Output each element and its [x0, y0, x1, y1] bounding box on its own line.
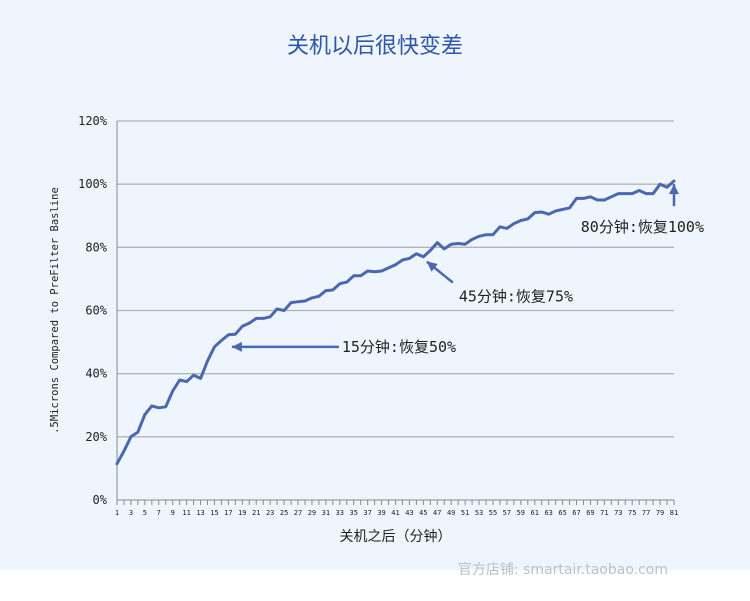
x-tick-label: 73	[614, 509, 622, 517]
y-tick-label: 80%	[85, 240, 107, 254]
series-layer	[115, 179, 676, 466]
annotation-label: 80分钟:恢复100%	[581, 218, 704, 236]
x-tick-label: 55	[489, 509, 497, 517]
annotation-arrowhead	[231, 341, 242, 352]
x-tick-label: 1	[115, 509, 119, 517]
y-tick-label: 40%	[85, 367, 107, 381]
x-tick-label: 65	[558, 509, 566, 517]
chart-panel: 关机以后很快变差 0% 20% 40% 60% 80% 100% 120% 1 3 5 7 9 11 13…	[0, 0, 750, 570]
store-watermark: 官方店铺: smartair.taobao.com	[457, 562, 668, 578]
x-tick-label: 27	[294, 509, 302, 517]
x-tick-label: 21	[252, 509, 260, 517]
x-tick-label: 45	[419, 509, 427, 517]
x-tick-label: 29	[308, 509, 316, 517]
annotation-layer: 15分钟:恢复50% 45分钟:恢复75% 80分钟:恢复100%	[231, 184, 704, 356]
x-tick-label: 57	[503, 509, 511, 517]
grid-layer	[117, 120, 674, 438]
x-tick-label: 5	[143, 509, 147, 517]
x-tick-label: 77	[642, 509, 650, 517]
annotation-label: 15分钟:恢复50%	[342, 338, 456, 356]
y-tick-label: 120%	[78, 114, 108, 128]
x-tick-label: 11	[182, 509, 190, 517]
x-tick-label: 35	[350, 509, 358, 517]
x-tick-label: 19	[238, 509, 246, 517]
y-axis-title: .5Microns Compared to PreFilter Basline	[49, 187, 61, 434]
x-tick-label: 15	[210, 509, 218, 517]
x-tick-label: 63	[544, 509, 552, 517]
x-tick-label: 61	[531, 509, 539, 517]
y-tick-label: 60%	[85, 304, 107, 318]
x-tick-label: 43	[405, 509, 413, 517]
annotation-arrowhead	[669, 184, 679, 195]
x-tick-label: 67	[572, 509, 580, 517]
line-chart: 0%20%40%60%80%100%120%1 3 5 7 9 11 13 15 17 19 21 2…	[49, 114, 704, 545]
x-tick-label: 37	[363, 509, 371, 517]
x-tick-label: 53	[475, 509, 483, 517]
y-tick-label: 0%	[93, 493, 108, 507]
x-tick-label: 69	[586, 509, 594, 517]
annotation-label: 45分钟:恢复75%	[459, 288, 573, 306]
axis-layer: 0%20%40%60%80%100%120%1 3 5 7 9 11 13 15 17 19 21 2…	[49, 114, 678, 545]
x-tick-label: 41	[391, 509, 399, 517]
x-tick-label: 51	[461, 509, 469, 517]
x-tick-label: 49	[447, 509, 455, 517]
y-tick-label: 20%	[85, 430, 107, 444]
x-tick-label: 79	[656, 509, 664, 517]
x-tick-label: 39	[377, 509, 385, 517]
y-tick-label: 100%	[78, 177, 108, 191]
x-tick-label: 75	[628, 509, 636, 517]
x-axis-title: 关机之后（分钟）	[340, 528, 452, 545]
x-tick-label: 71	[600, 509, 608, 517]
chart-title: 关机以后很快变差	[286, 34, 463, 59]
x-tick-label: 17	[224, 509, 232, 517]
x-tick-label: 33	[336, 509, 344, 517]
x-tick-label: 9	[171, 509, 175, 517]
annotation-arrowhead	[426, 261, 438, 272]
x-tick-label: 31	[322, 509, 330, 517]
series-line	[115, 179, 676, 466]
x-tick-label: 25	[280, 509, 288, 517]
x-tick-label: 81	[670, 509, 678, 517]
x-tick-label: 47	[433, 509, 441, 517]
x-tick-label: 3	[129, 509, 133, 517]
x-tick-label: 59	[517, 509, 525, 517]
x-tick-label: 13	[196, 509, 204, 517]
x-tick-label: 23	[266, 509, 274, 517]
x-tick-label: 7	[157, 509, 161, 517]
